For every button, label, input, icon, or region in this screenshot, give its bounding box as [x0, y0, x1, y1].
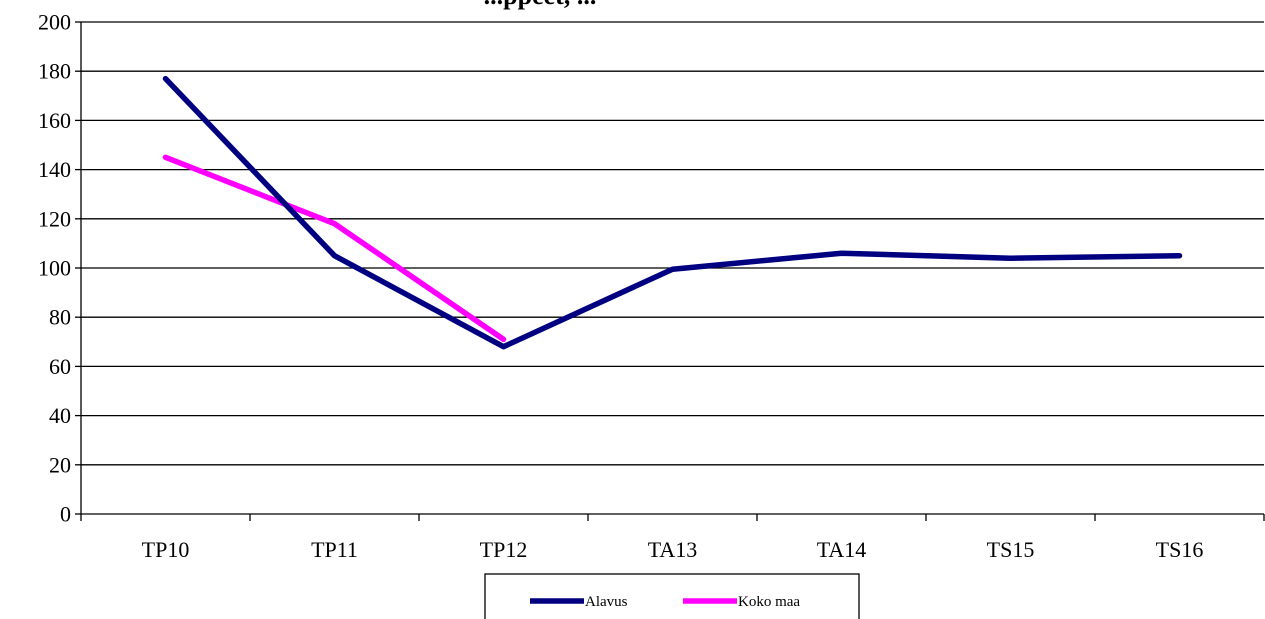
series-line-koko-maa: [162, 154, 507, 343]
legend-label-alavus: Alavus: [585, 594, 628, 610]
axes: [75, 21, 1265, 521]
legend: Alavus Koko maa: [484, 573, 860, 619]
y-tick-label: 20: [49, 452, 71, 477]
legend-box: [484, 573, 860, 619]
y-tick-label: 200: [38, 10, 71, 35]
x-axis-tick-labels: TP10 TP11 TP12 TA13 TA14 TS15 TS16: [142, 537, 1204, 562]
y-tick-label: 60: [49, 354, 71, 379]
series-line-alavus: [162, 75, 1183, 350]
chart-title: ...ppeet, ...: [484, 0, 597, 10]
x-tick-label: TS15: [987, 537, 1035, 562]
y-tick-label: 0: [60, 502, 71, 527]
y-tick-label: 100: [38, 256, 71, 281]
x-tick-label: TP10: [142, 537, 190, 562]
gridlines: [81, 21, 1264, 466]
x-tick-label: TP12: [480, 537, 528, 562]
y-axis-tick-labels: 0 20 40 60 80 100 120 140 160 180 200: [38, 10, 71, 527]
series-lines: [162, 75, 1183, 350]
y-tick-label: 120: [38, 206, 71, 231]
y-tick-label: 180: [38, 59, 71, 84]
legend-label-koko-maa: Koko maa: [738, 594, 800, 610]
x-tick-label: TS16: [1156, 537, 1204, 562]
x-tick-label: TA14: [817, 537, 867, 562]
y-tick-label: 40: [49, 403, 71, 428]
x-tick-label: TP11: [311, 537, 358, 562]
y-tick-label: 80: [49, 305, 71, 330]
x-tick-label: TA13: [648, 537, 698, 562]
y-tick-label: 140: [38, 157, 71, 182]
y-tick-label: 160: [38, 108, 71, 133]
